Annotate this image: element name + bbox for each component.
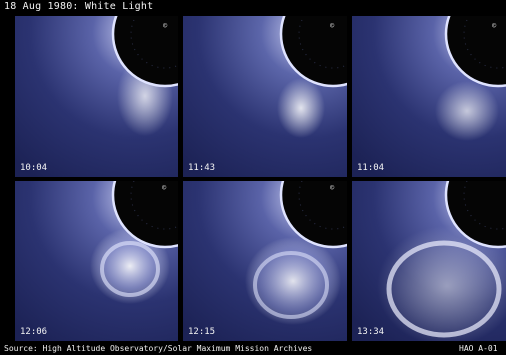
svg-text:©: © [163,22,168,30]
svg-text:©: © [330,22,335,30]
timestamp-label: 11:04 [357,163,385,173]
timestamp-label: 13:34 [357,327,385,337]
svg-text:©: © [330,184,335,192]
svg-text:©: © [162,184,167,192]
coronagraph-image-5: © [183,181,347,341]
coronagraph-image-6 [352,181,506,341]
coronagraph-image-4: © [15,181,178,341]
coronagraph-panel-5: © 12:15 [183,181,347,341]
timestamp-label: 12:15 [188,327,216,337]
source-credit: Source: High Altitude Observatory/Solar … [4,344,313,353]
timestamp-label: 11:43 [188,163,216,173]
svg-text:©: © [492,22,497,30]
coronagraph-image-3: © [352,16,506,177]
timestamp-label: 10:04 [20,163,48,173]
coronagraph-panel-6: 13:34 [352,181,506,341]
page-title: 18 Aug 1980: White Light [4,1,154,12]
coronagraph-image-2: © [183,16,347,177]
timestamp-label: 12:06 [20,327,48,337]
coronagraph-panel-2: © 11:43 [183,16,347,177]
coronagraph-image-1: © [15,16,178,177]
coronagraph-panel-1: © 10:04 [15,16,178,177]
image-identifier: HAO A-01 [459,344,498,353]
coronagraph-panel-3: © 11:04 [352,16,506,177]
coronagraph-panel-4: © 12:06 [15,181,178,341]
